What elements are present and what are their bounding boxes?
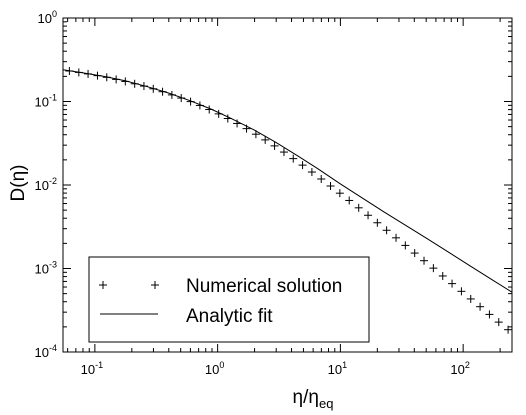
y-tick-label: 10-2: [35, 176, 57, 193]
numerical-point: [149, 84, 158, 93]
numerical-point: [270, 141, 279, 150]
x-axis-label-main: η/η: [293, 387, 319, 408]
numerical-point: [279, 148, 288, 157]
numerical-point: [223, 114, 232, 123]
numerical-point: [466, 294, 475, 303]
x-tick-label: 10-1: [81, 360, 103, 377]
numerical-point: [93, 71, 102, 80]
numerical-point: [186, 97, 195, 106]
legend: Numerical solution Analytic fit: [88, 256, 370, 343]
numerical-point: [326, 181, 335, 190]
numerical-point: [177, 94, 186, 103]
numerical-point: [261, 135, 270, 144]
numerical-point: [373, 218, 382, 227]
numerical-point: [242, 124, 251, 133]
legend-plus-marker: [151, 281, 159, 289]
y-tick-label: 10-3: [35, 260, 57, 277]
numerical-point: [438, 271, 447, 280]
numerical-point: [485, 310, 494, 319]
axis-ticks: [63, 17, 512, 353]
numerical-point: [429, 264, 438, 273]
numerical-point: [420, 256, 429, 265]
x-tick-label: 100: [205, 360, 224, 377]
numerical-point: [233, 119, 242, 128]
numerical-point: [410, 249, 419, 258]
y-axis-label: D(η): [8, 165, 29, 202]
numerical-point: [307, 168, 316, 177]
y-tick-label: 10-4: [35, 343, 57, 360]
legend-plus-marker: [99, 281, 107, 289]
tick-labels: 10-1 100 101 102 10-4 10-3 10-2 10-1 100: [35, 9, 470, 377]
numerical-point: [195, 101, 204, 110]
numerical-point: [392, 233, 401, 242]
legend-entry-numerical: Numerical solution: [186, 276, 342, 297]
numerical-point: [345, 196, 354, 205]
numerical-point: [139, 82, 148, 91]
numerical-point: [382, 226, 391, 235]
numerical-point: [214, 109, 223, 118]
numerical-point: [298, 161, 307, 170]
numerical-point: [364, 211, 373, 220]
numerical-point: [65, 66, 74, 75]
numerical-point: [251, 130, 260, 139]
numerical-point: [457, 287, 466, 296]
numerical-point: [289, 154, 298, 163]
numerical-point: [84, 69, 93, 78]
numerical-point: [335, 189, 344, 198]
numerical-point: [158, 87, 167, 96]
numerical-point: [401, 241, 410, 250]
legend-box: [88, 256, 370, 343]
numerical-point: [317, 174, 326, 183]
x-tick-label: 101: [328, 360, 347, 377]
x-axis-label-subscript: eq: [319, 396, 333, 411]
numerical-point: [130, 79, 139, 88]
legend-marker-numerical: [99, 281, 159, 289]
numerical-point: [476, 302, 485, 311]
x-tick-label: 102: [450, 360, 469, 377]
x-axis-label: η/ηeq: [293, 387, 334, 411]
y-tick-label: 100: [38, 9, 57, 26]
numerical-point: [448, 279, 457, 288]
y-tick-label: 10-1: [35, 93, 57, 110]
numerical-point: [167, 90, 176, 99]
numerical-point: [102, 73, 111, 82]
numerical-point: [74, 68, 83, 77]
series-numerical-solution: [65, 66, 513, 334]
numerical-point: [205, 105, 214, 114]
numerical-point: [504, 325, 513, 334]
numerical-point: [354, 203, 363, 212]
numerical-point: [121, 77, 130, 86]
numerical-point: [494, 318, 503, 327]
numerical-point: [112, 75, 121, 84]
legend-entry-analytic: Analytic fit: [186, 306, 273, 327]
